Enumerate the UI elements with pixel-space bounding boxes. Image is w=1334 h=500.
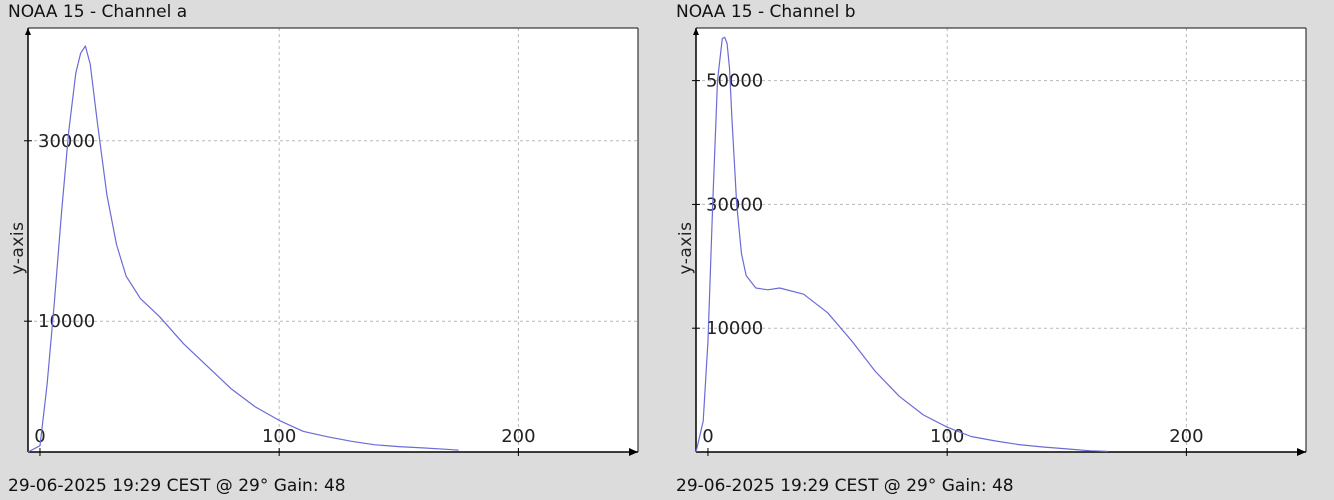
y-axis-label: y-axis (676, 222, 696, 275)
x-tick-label: 100 (930, 426, 964, 447)
x-tick-label: 200 (1169, 426, 1203, 447)
x-tick-label: 0 (34, 426, 45, 447)
y-tick-label: 50000 (706, 71, 763, 92)
plot-area: 0 100 200 10000 30000 y-axis (8, 27, 639, 456)
series-line (27, 45, 459, 453)
chart-title: NOAA 15 - Channel a (8, 2, 188, 22)
plot-background (28, 28, 638, 452)
capture-info: 29-06-2025 19:29 CEST @ 29° Gain: 48 (676, 476, 1014, 496)
chart-panel-b: NOAA 15 - Channel b 0 100 200 10000 30000 500… (676, 0, 1316, 500)
plot-area: 0 100 200 10000 30000 50000 y-axis (676, 27, 1307, 456)
series-line (695, 36, 1108, 453)
x-axis-arrow-icon (1297, 448, 1306, 456)
chart-title: NOAA 15 - Channel b (676, 2, 856, 22)
x-axis-arrow-icon (629, 448, 638, 456)
y-axis-arrow-icon (693, 28, 699, 35)
y-axis-label: y-axis (8, 222, 28, 275)
y-tick-label: 30000 (38, 131, 95, 152)
capture-info: 29-06-2025 19:29 CEST @ 29° Gain: 48 (8, 476, 346, 496)
plot-background (696, 28, 1306, 452)
y-tick-label: 10000 (706, 318, 763, 339)
chart-panel-a: NOAA 15 - Channel a 0 100 200 10000 30000 y-a… (8, 0, 648, 500)
y-tick-label: 30000 (706, 194, 763, 215)
x-tick-label: 100 (262, 426, 296, 447)
y-tick-label: 10000 (38, 311, 95, 332)
y-axis-arrow-icon (25, 28, 31, 35)
x-tick-label: 200 (501, 426, 535, 447)
x-tick-label: 0 (702, 426, 713, 447)
